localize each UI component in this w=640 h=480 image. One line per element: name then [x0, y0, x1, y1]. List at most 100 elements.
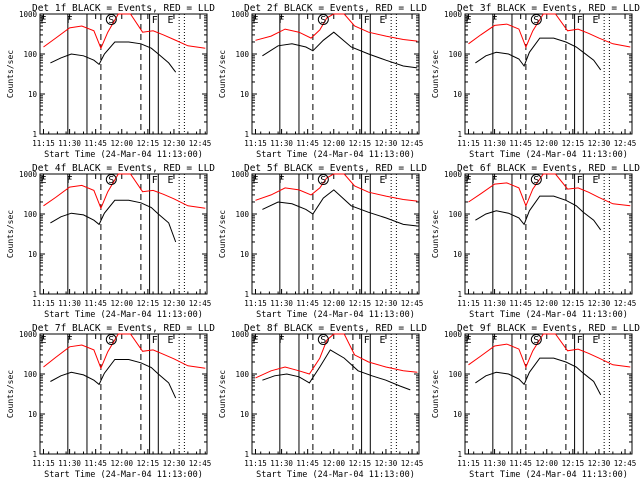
y-axis-label: Counts/sec — [6, 210, 15, 258]
region-marker: F — [152, 335, 158, 346]
region-marker: F — [364, 175, 370, 186]
x-tick-label: 12:00 — [535, 139, 558, 148]
x-axis-label: Start Time (24-Mar-04 11:13:00) — [44, 150, 203, 160]
y-tick-label: 1 — [457, 450, 462, 459]
y-tick-label: 100 — [235, 50, 249, 59]
x-tick-label: 12:15 — [562, 459, 585, 468]
x-tick-label: 12:15 — [562, 299, 585, 308]
x-tick-label: 12:30 — [375, 139, 398, 148]
x-tick-label: 11:30 — [483, 139, 506, 148]
plot-frame — [251, 333, 420, 455]
x-tick-label: 12:00 — [535, 459, 558, 468]
y-tick-label: 10 — [453, 90, 463, 99]
y-tick-label: 1000 — [231, 10, 250, 19]
x-tick-label: 11:15 — [32, 299, 55, 308]
x-tick-label: 11:45 — [509, 459, 532, 468]
events-series-line — [262, 31, 418, 69]
region-marker: F — [152, 175, 158, 186]
region-marker-circle — [530, 174, 542, 185]
lld-series-line — [468, 173, 631, 208]
y-tick-label: 10 — [453, 410, 463, 419]
x-tick-label: 12:30 — [588, 139, 611, 148]
region-marker: E — [167, 335, 173, 346]
x-tick-label: 11:30 — [270, 139, 293, 148]
region-marker: S — [533, 175, 539, 186]
x-tick-label: 11:30 — [58, 139, 81, 148]
region-marker: S — [320, 335, 326, 346]
chart-title: Det 6f BLACK = Events, RED = LLD — [457, 163, 640, 174]
chart-title: Det 9f BLACK = Events, RED = LLD — [457, 323, 640, 334]
x-tick-label: 11:30 — [58, 459, 81, 468]
x-tick-label: 12:00 — [110, 299, 133, 308]
x-axis-label: Start Time (24-Mar-04 11:13:00) — [256, 470, 415, 480]
plot-frame — [251, 13, 420, 135]
x-tick-label: 11:15 — [457, 299, 480, 308]
y-tick-label: 1000 — [19, 10, 38, 19]
chart-title: Det 4f BLACK = Events, RED = LLD — [32, 163, 215, 174]
x-axis-label: Start Time (24-Mar-04 11:13:00) — [256, 310, 415, 320]
region-marker: E — [252, 175, 258, 186]
lld-series-line — [468, 333, 631, 369]
chart-title: Det 8f BLACK = Events, RED = LLD — [244, 323, 427, 334]
x-tick-label: 12:15 — [349, 299, 372, 308]
region-marker: E — [465, 175, 471, 186]
x-tick-label: 11:15 — [32, 459, 55, 468]
y-tick-label: 1 — [244, 450, 249, 459]
y-tick-label: 1 — [32, 450, 37, 459]
chart-title: Det 3f BLACK = Events, RED = LLD — [457, 3, 640, 14]
x-axis-label: Start Time (24-Mar-04 11:13:00) — [469, 150, 628, 160]
region-marker: S — [320, 15, 326, 26]
chart-title: Det 2f BLACK = Events, RED = LLD — [244, 3, 427, 14]
chart-panel-2: Det 2f BLACK = Events, RED = LLD Counts/s… — [218, 3, 427, 160]
y-tick-label: 1000 — [19, 170, 38, 179]
region-marker: S — [108, 335, 114, 346]
y-tick-label: 100 — [448, 50, 462, 59]
y-tick-label: 1000 — [231, 170, 250, 179]
region-marker: F — [577, 175, 583, 186]
region-marker: E — [465, 335, 471, 346]
chart-panel-5: Det 5f BLACK = Events, RED = LLD Counts/s… — [218, 163, 427, 320]
lld-series-line — [43, 13, 206, 50]
region-marker-circle — [105, 14, 117, 25]
region-marker: E — [592, 15, 598, 26]
x-tick-label: 12:45 — [614, 139, 637, 148]
y-tick-label: 1000 — [444, 170, 463, 179]
y-tick-label: 10 — [28, 410, 38, 419]
region-marker: E — [379, 175, 385, 186]
y-tick-label: 10 — [453, 250, 463, 259]
x-tick-label: 12:30 — [375, 299, 398, 308]
x-tick-label: 12:45 — [189, 459, 212, 468]
y-tick-label: 100 — [235, 370, 249, 379]
x-tick-label: 11:45 — [296, 299, 319, 308]
y-tick-label: 100 — [23, 50, 37, 59]
y-tick-label: 1 — [32, 130, 37, 139]
region-marker: E — [379, 15, 385, 26]
y-tick-label: 10 — [28, 250, 38, 259]
region-marker-circle — [317, 14, 329, 25]
lld-series-line — [43, 173, 206, 210]
region-marker: F — [279, 15, 285, 26]
events-series-line — [262, 189, 418, 227]
x-axis-label: Start Time (24-Mar-04 11:13:00) — [469, 470, 628, 480]
events-series-line — [50, 199, 177, 243]
y-tick-label: 1000 — [444, 10, 463, 19]
region-marker: S — [533, 15, 539, 26]
x-tick-label: 11:15 — [32, 139, 55, 148]
region-marker-circle — [105, 334, 117, 345]
y-axis-label: Counts/sec — [6, 50, 15, 98]
region-marker: F — [577, 335, 583, 346]
region-marker: F — [67, 335, 73, 346]
chart-panel-6: Det 6f BLACK = Events, RED = LLD Counts/s… — [431, 163, 640, 320]
y-tick-label: 100 — [235, 210, 249, 219]
x-axis-label: Start Time (24-Mar-04 11:13:00) — [44, 310, 203, 320]
x-tick-label: 12:45 — [614, 299, 637, 308]
x-tick-label: 12:15 — [562, 139, 585, 148]
x-tick-label: 12:15 — [349, 139, 372, 148]
x-tick-label: 12:30 — [163, 459, 186, 468]
region-marker: E — [167, 175, 173, 186]
region-marker: F — [492, 335, 498, 346]
region-marker: E — [592, 175, 598, 186]
y-tick-label: 10 — [240, 250, 250, 259]
region-marker-circle — [105, 174, 117, 185]
y-tick-label: 1 — [457, 130, 462, 139]
